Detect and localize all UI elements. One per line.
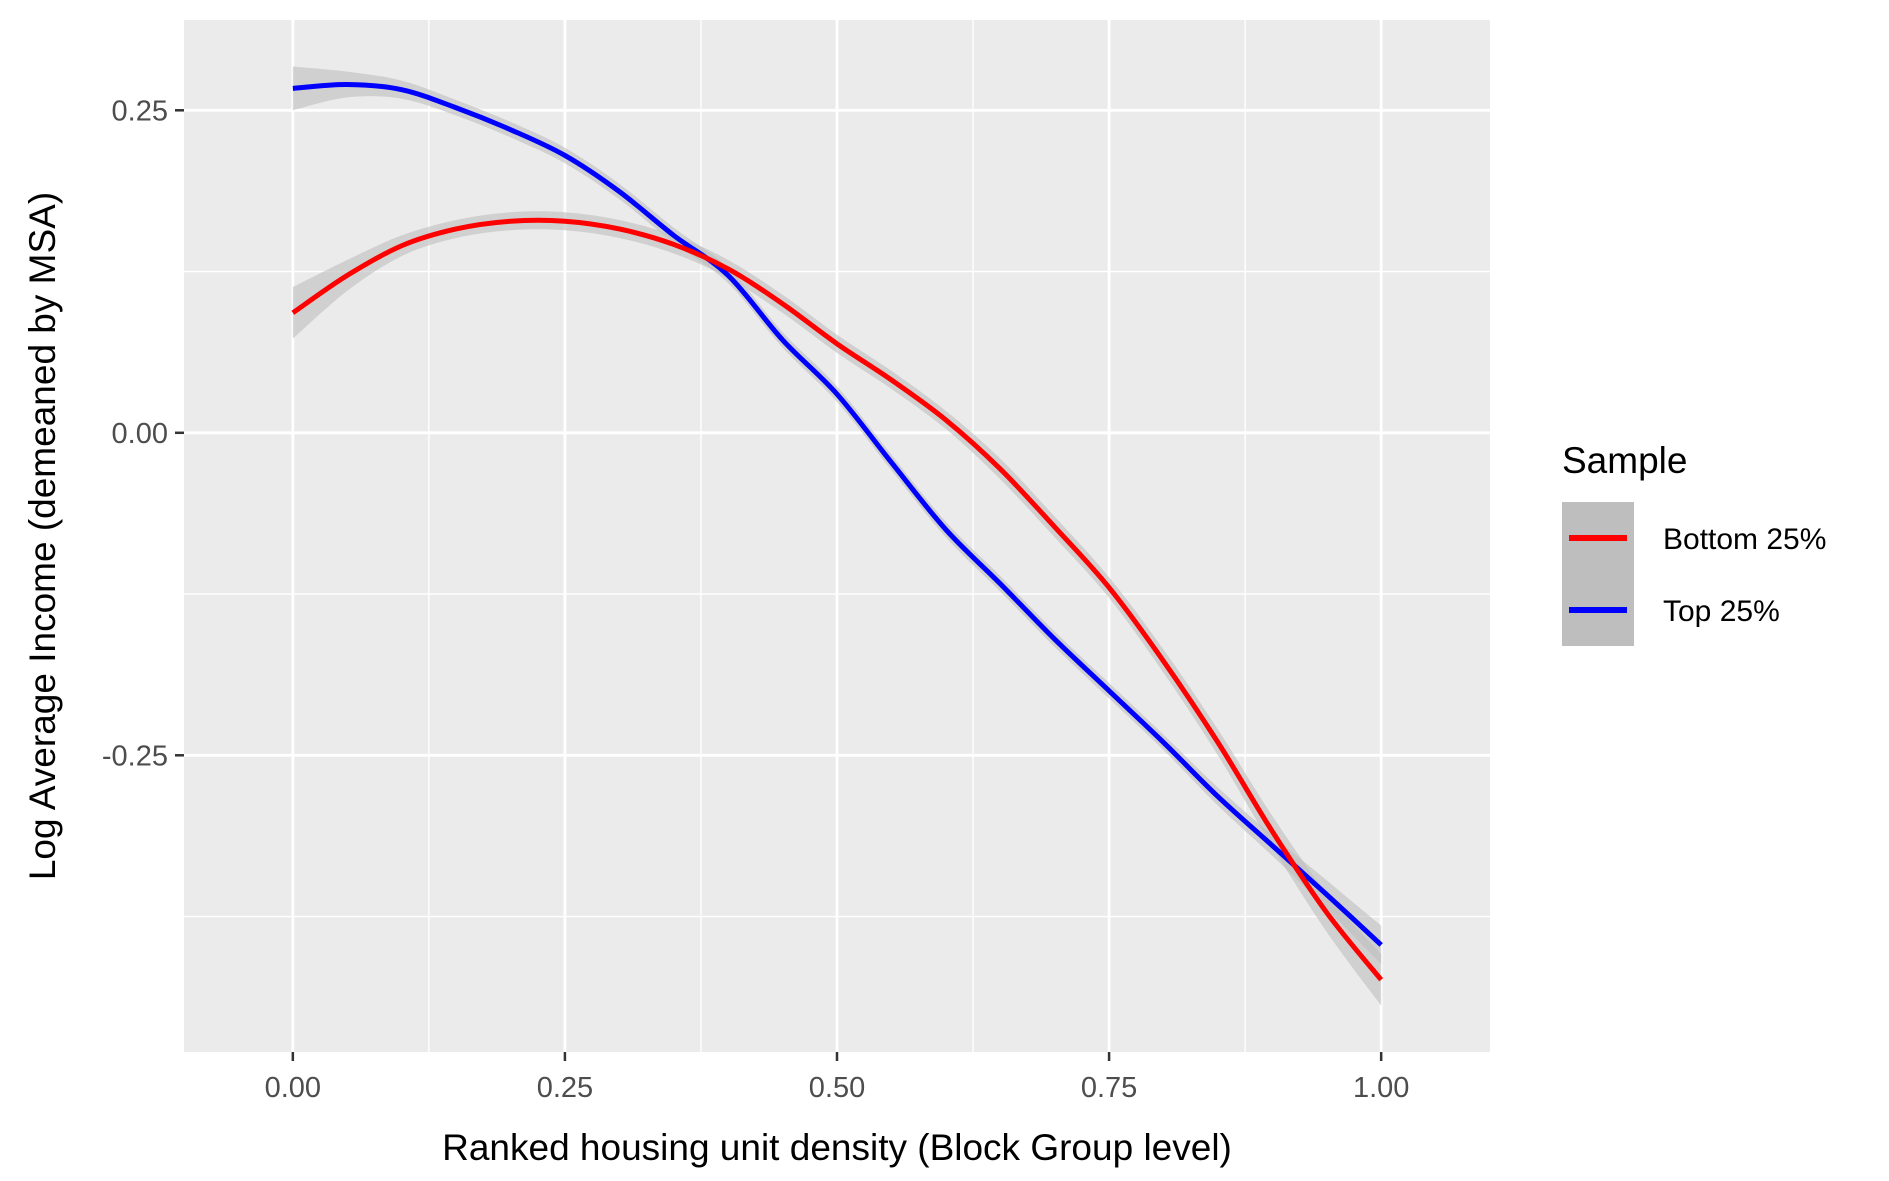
x-axis: 0.00 0.25 0.50 0.75 1.00 <box>265 1052 1409 1104</box>
series-lines <box>291 81 1384 982</box>
y-axis-title: Log Average Income (demeaned by MSA) <box>22 192 63 880</box>
x-tick-label: 0.25 <box>537 1072 593 1104</box>
x-tick-label: 0.50 <box>809 1072 865 1104</box>
series-line-bottom-25 <box>291 217 1384 982</box>
x-tick-label: 1.00 <box>1353 1072 1409 1104</box>
legend-key-background <box>1562 502 1634 646</box>
series-line-top-25 <box>292 81 1383 947</box>
legend-title: Sample <box>1562 440 1687 481</box>
y-tick-label: 0.00 <box>112 418 168 450</box>
legend-label-bottom-25: Bottom 25% <box>1663 523 1826 556</box>
x-tick-label: 0.00 <box>265 1072 321 1104</box>
x-tick-label: 0.75 <box>1081 1072 1137 1104</box>
y-tick-label: -0.25 <box>102 740 168 772</box>
x-axis-title: Ranked housing unit density (Block Group… <box>442 1127 1232 1168</box>
legend-label-top-25: Top 25% <box>1663 595 1780 628</box>
legend: Sample Bottom 25% Top 25% <box>1562 440 1826 646</box>
y-tick-label: 0.25 <box>112 95 168 127</box>
grid-major <box>184 20 1490 1052</box>
y-axis: 0.25 0.00 -0.25 <box>102 95 184 772</box>
